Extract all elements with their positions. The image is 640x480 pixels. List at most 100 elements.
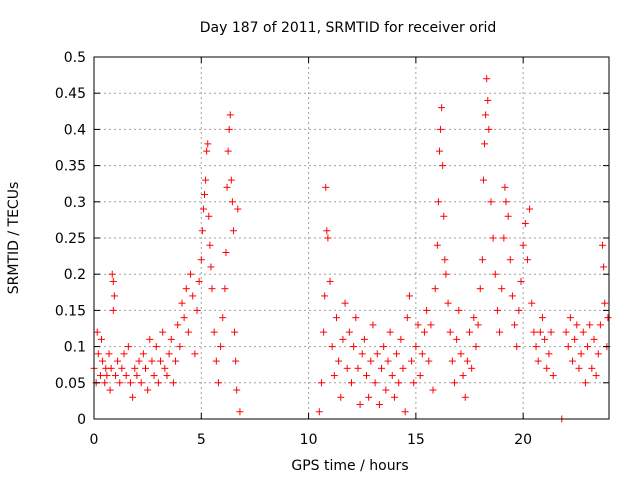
data-point [536, 328, 544, 336]
data-point [223, 183, 231, 191]
data-point [491, 270, 499, 278]
data-point [191, 350, 199, 358]
data-point [356, 401, 364, 409]
data-point [502, 198, 510, 206]
data-point [352, 314, 360, 322]
data-point [501, 183, 509, 191]
data-point [425, 357, 433, 365]
data-point [594, 350, 602, 358]
data-point [466, 328, 474, 336]
data-point [324, 234, 332, 242]
data-point [103, 372, 111, 380]
data-point [222, 248, 230, 256]
y-tick-label: 0.2 [64, 267, 86, 283]
data-point [444, 299, 452, 307]
data-point [511, 321, 519, 329]
data-point [332, 314, 340, 322]
data-point [345, 328, 353, 336]
y-axis-label: SRMTID / TECUs [6, 182, 22, 295]
data-point [375, 401, 383, 409]
data-point [195, 277, 203, 285]
chart-title: Day 187 of 2011, SRMTID for receiver ori… [200, 20, 497, 36]
data-point [519, 241, 527, 249]
data-point [513, 343, 521, 351]
data-point [484, 96, 492, 104]
data-point [463, 357, 471, 365]
data-point [575, 364, 583, 372]
data-point [399, 364, 407, 372]
data-point [439, 162, 447, 170]
data-point [573, 321, 581, 329]
data-point [176, 343, 184, 351]
data-point [541, 335, 549, 343]
data-point [446, 328, 454, 336]
data-point [468, 364, 476, 372]
data-point [339, 335, 347, 343]
data-point [180, 314, 188, 322]
data-point [229, 227, 237, 235]
data-point [455, 306, 463, 314]
data-point [167, 335, 175, 343]
data-point [592, 372, 600, 380]
data-point [212, 357, 220, 365]
data-point [489, 234, 497, 242]
data-point [437, 125, 445, 133]
data-point [144, 386, 152, 394]
data-point [401, 408, 409, 416]
data-point [226, 111, 234, 119]
data-point [210, 328, 218, 336]
data-point [371, 379, 379, 387]
data-point [538, 314, 546, 322]
data-point [116, 379, 124, 387]
data-point [174, 321, 182, 329]
data-point [367, 357, 375, 365]
data-point [365, 393, 373, 401]
data-point [159, 328, 167, 336]
data-point [393, 350, 401, 358]
data-point [323, 227, 331, 235]
data-point [94, 350, 102, 358]
data-point [227, 176, 235, 184]
data-point [418, 350, 426, 358]
data-point [142, 364, 149, 372]
data-point [193, 306, 201, 314]
data-point [481, 140, 489, 148]
data-point [225, 125, 233, 133]
data-point [562, 328, 570, 336]
data-point [165, 350, 173, 358]
data-point [420, 328, 428, 336]
data-point [161, 364, 169, 372]
data-point [107, 364, 115, 372]
data-point [228, 198, 236, 206]
data-point [384, 357, 392, 365]
y-tick-label: 0.45 [55, 86, 86, 102]
data-point [547, 328, 555, 336]
data-point [197, 256, 205, 264]
y-tick-label: 0.35 [55, 159, 86, 175]
data-point [386, 328, 394, 336]
data-point [129, 393, 137, 401]
data-point [577, 350, 585, 358]
data-point [205, 212, 213, 220]
data-point [482, 111, 490, 119]
data-point [590, 335, 598, 343]
data-point [496, 328, 504, 336]
data-point [414, 321, 422, 329]
data-point [461, 393, 469, 401]
y-tick-label: 0.25 [55, 231, 86, 247]
data-point [604, 314, 612, 322]
data-point [596, 321, 604, 329]
data-point [343, 364, 351, 372]
data-point [321, 292, 329, 300]
data-point [224, 147, 232, 155]
y-tick-label: 0.05 [55, 376, 86, 392]
data-point [564, 343, 572, 351]
data-point [569, 357, 577, 365]
data-point [435, 147, 443, 155]
data-point [451, 379, 458, 387]
data-point [108, 270, 116, 278]
data-point [410, 379, 418, 387]
data-point [599, 241, 607, 249]
data-point [131, 364, 139, 372]
data-points [90, 75, 612, 423]
